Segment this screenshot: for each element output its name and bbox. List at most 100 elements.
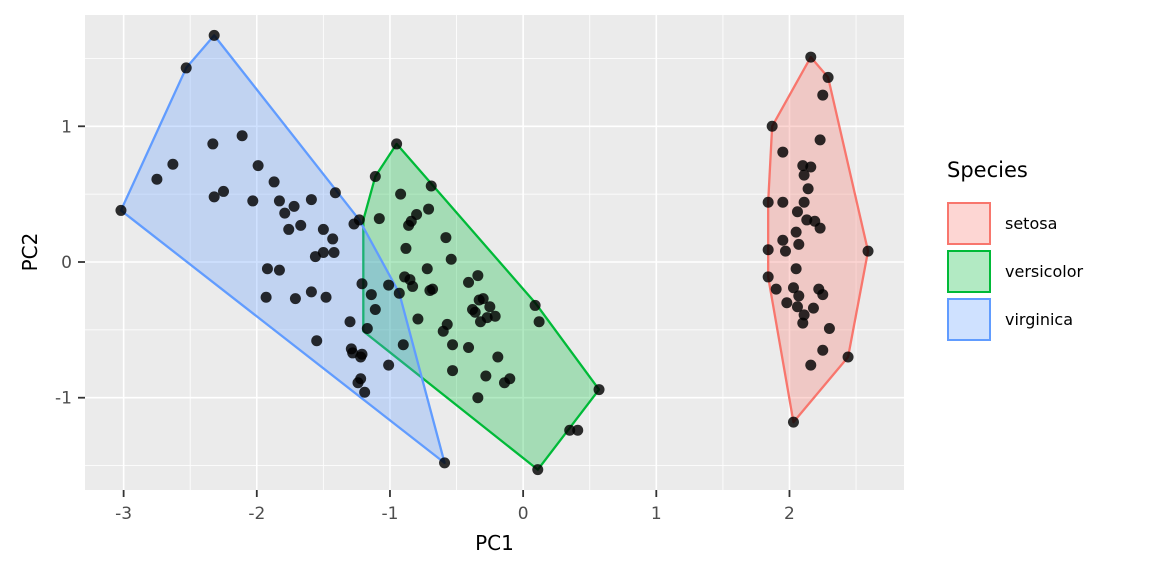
data-point	[305, 286, 317, 298]
data-point	[802, 183, 814, 195]
legend-swatch-fill	[949, 204, 989, 243]
data-point	[797, 317, 809, 329]
data-point	[421, 263, 433, 275]
data-point	[823, 323, 835, 334]
data-point	[395, 188, 407, 200]
data-point	[440, 232, 452, 244]
y-tick-labels: -1 0 1	[55, 117, 72, 408]
data-point	[469, 306, 481, 318]
data-point	[317, 247, 329, 258]
data-point	[361, 323, 373, 334]
data-point	[273, 195, 285, 207]
legend-item-virginica: virginica	[947, 298, 1083, 341]
data-point	[817, 289, 829, 301]
legend-item-setosa: setosa	[947, 202, 1083, 245]
data-point	[328, 247, 340, 258]
data-point	[593, 384, 605, 396]
data-point	[400, 242, 412, 254]
data-point	[305, 194, 317, 206]
points-versicolor	[365, 138, 605, 476]
data-point	[397, 339, 409, 351]
x-tick-label: -2	[248, 504, 265, 524]
data-point	[790, 226, 802, 238]
data-point	[180, 62, 192, 74]
data-point	[445, 253, 457, 265]
data-point	[352, 377, 364, 389]
data-point	[217, 185, 229, 197]
data-point	[805, 161, 817, 173]
data-point	[798, 169, 810, 181]
data-point	[762, 196, 774, 208]
legend-swatch-setosa	[947, 202, 991, 245]
data-point	[770, 283, 782, 295]
data-point	[393, 287, 405, 299]
data-point	[842, 351, 854, 363]
data-point	[777, 146, 789, 158]
data-point	[391, 138, 403, 150]
data-point	[447, 365, 459, 377]
legend-swatch-fill	[949, 300, 989, 339]
y-tick-label: 0	[61, 253, 72, 273]
data-point	[289, 293, 301, 305]
data-point	[463, 342, 475, 353]
data-point	[356, 348, 368, 360]
data-point	[798, 309, 810, 321]
x-tick-label: 2	[784, 504, 795, 524]
data-point	[425, 180, 437, 192]
data-point	[403, 219, 415, 231]
data-point	[423, 203, 435, 215]
data-point	[261, 263, 273, 275]
data-point	[447, 339, 459, 351]
data-point	[369, 304, 381, 315]
data-point	[766, 120, 778, 132]
legend-swatch-fill	[949, 252, 989, 291]
data-point	[472, 270, 484, 282]
data-point	[777, 234, 789, 246]
data-point	[383, 279, 395, 291]
x-axis-title: PC1	[475, 531, 514, 555]
data-point	[777, 196, 789, 208]
data-point	[489, 310, 501, 322]
x-tick-label: 0	[518, 504, 529, 524]
data-point	[359, 386, 371, 398]
data-point	[151, 173, 163, 185]
legend-swatch-virginica	[947, 298, 991, 341]
data-point	[412, 313, 424, 325]
data-point	[762, 271, 774, 283]
data-point	[787, 416, 799, 428]
data-point	[260, 291, 272, 303]
legend-items: setosa versicolor virginica	[947, 202, 1083, 341]
data-point	[369, 171, 381, 182]
data-point	[779, 245, 791, 257]
data-point	[252, 160, 264, 172]
data-point	[463, 276, 475, 288]
data-point	[492, 351, 504, 363]
legend-label-setosa: setosa	[1005, 214, 1058, 233]
data-point	[295, 219, 307, 231]
data-point	[822, 71, 834, 83]
data-point	[807, 302, 819, 314]
data-point	[115, 204, 127, 216]
data-point	[247, 195, 259, 207]
legend-item-versicolor: versicolor	[947, 250, 1083, 293]
data-point	[279, 207, 291, 219]
data-point	[283, 223, 295, 235]
data-point	[814, 222, 826, 234]
x-tick-labels: -3 -2 -1 0 1 2	[115, 504, 795, 524]
y-tick-label: -1	[55, 389, 72, 409]
data-point	[791, 206, 803, 218]
data-point	[344, 316, 356, 328]
data-point	[273, 264, 285, 276]
data-point	[427, 283, 439, 295]
data-point	[439, 457, 451, 469]
data-point	[790, 263, 802, 275]
data-point	[383, 359, 395, 371]
data-point	[564, 424, 576, 436]
data-point	[793, 290, 805, 302]
data-point	[353, 214, 365, 226]
data-point	[480, 370, 492, 382]
data-point	[208, 29, 220, 41]
x-tick-label: -1	[381, 504, 398, 524]
data-point	[437, 325, 449, 337]
